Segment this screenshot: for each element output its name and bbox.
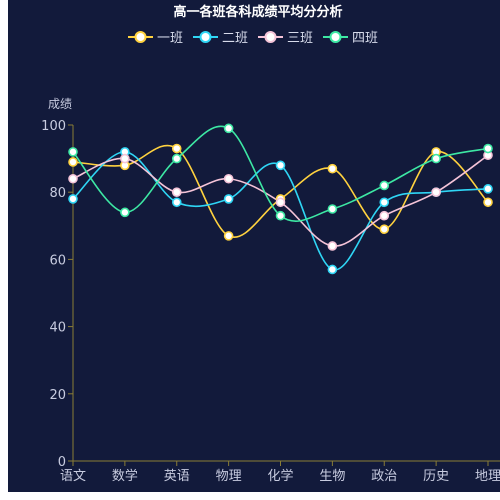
data-point[interactable] [483,197,493,208]
legend-item[interactable]: 一班 [128,31,183,46]
y-tick-label: 80 [49,186,66,201]
chart-title: 高一各班各科成绩平均分分析 [173,4,342,20]
data-point[interactable] [327,241,338,251]
data-point[interactable] [171,197,182,208]
data-point[interactable] [68,173,78,184]
data-point[interactable] [327,163,338,174]
x-tick-label: 地理 [475,469,500,484]
x-tick-label: 历史 [423,469,449,484]
y-tick-label: 40 [49,321,66,336]
y-tick-label: 0 [58,455,66,470]
chart-panel: 高一各班各科成绩平均分分析 一班 二班 三班 四班 成绩 0 20 40 60 80 100 语文… [8,0,500,492]
data-point[interactable] [275,210,286,221]
data-point[interactable] [223,194,234,204]
series-line-4 [72,125,489,222]
data-point[interactable] [171,187,182,197]
data-point[interactable] [379,180,390,191]
x-tick-label: 政治 [371,469,397,484]
x-tick-label: 生物 [319,469,345,484]
data-point[interactable] [275,197,286,208]
x-tick-label: 语文 [60,469,86,484]
series-line-1 [72,144,489,238]
data-point[interactable] [68,147,78,157]
data-point[interactable] [68,194,78,204]
y-tick-label: 100 [41,119,66,134]
data-point[interactable] [120,153,130,164]
data-point[interactable] [431,187,441,197]
axes: 0 20 40 60 80 100 语文 数学 英语 物理 化学 生物 政治 历史 地理 [41,119,500,484]
data-point[interactable] [223,173,234,184]
data-point[interactable] [171,153,182,164]
data-point[interactable] [379,210,390,221]
legend-swatch-marker [199,31,212,43]
data-point[interactable] [327,264,338,275]
legend-item[interactable]: 三班 [258,31,313,46]
data-point[interactable] [120,207,130,218]
y-tick-label: 60 [49,253,66,268]
legend-swatch-marker [329,31,342,43]
legend-label: 二班 [222,31,248,46]
x-tick-label: 英语 [164,469,190,484]
data-point[interactable] [327,204,338,214]
data-point[interactable] [483,143,493,154]
legend[interactable]: 一班 二班 三班 四班 [128,31,378,46]
y-axis-label: 成绩 [48,97,72,111]
legend-label: 一班 [157,31,183,46]
y-tick-label: 20 [49,388,66,403]
series-points[interactable] [68,123,493,275]
data-point[interactable] [68,157,78,167]
data-point[interactable] [483,184,493,194]
legend-label: 三班 [287,31,313,46]
data-point[interactable] [223,123,234,134]
legend-swatch-marker [134,31,147,43]
data-point[interactable] [223,231,234,241]
data-point[interactable] [171,143,182,154]
legend-item[interactable]: 二班 [193,31,248,46]
x-tick-label: 数学 [112,468,138,484]
x-tick-label: 物理 [216,469,242,484]
x-tick-label: 化学 [267,468,293,484]
line-chart: 高一各班各科成绩平均分分析 一班 二班 三班 四班 成绩 0 20 40 60 80 100 语文… [41,4,500,484]
data-point[interactable] [431,153,441,164]
legend-swatch-marker [264,31,277,43]
data-point[interactable] [379,197,390,208]
legend-label: 四班 [352,31,378,46]
legend-item[interactable]: 四班 [323,31,378,46]
data-point[interactable] [379,224,390,234]
data-point[interactable] [275,160,286,171]
